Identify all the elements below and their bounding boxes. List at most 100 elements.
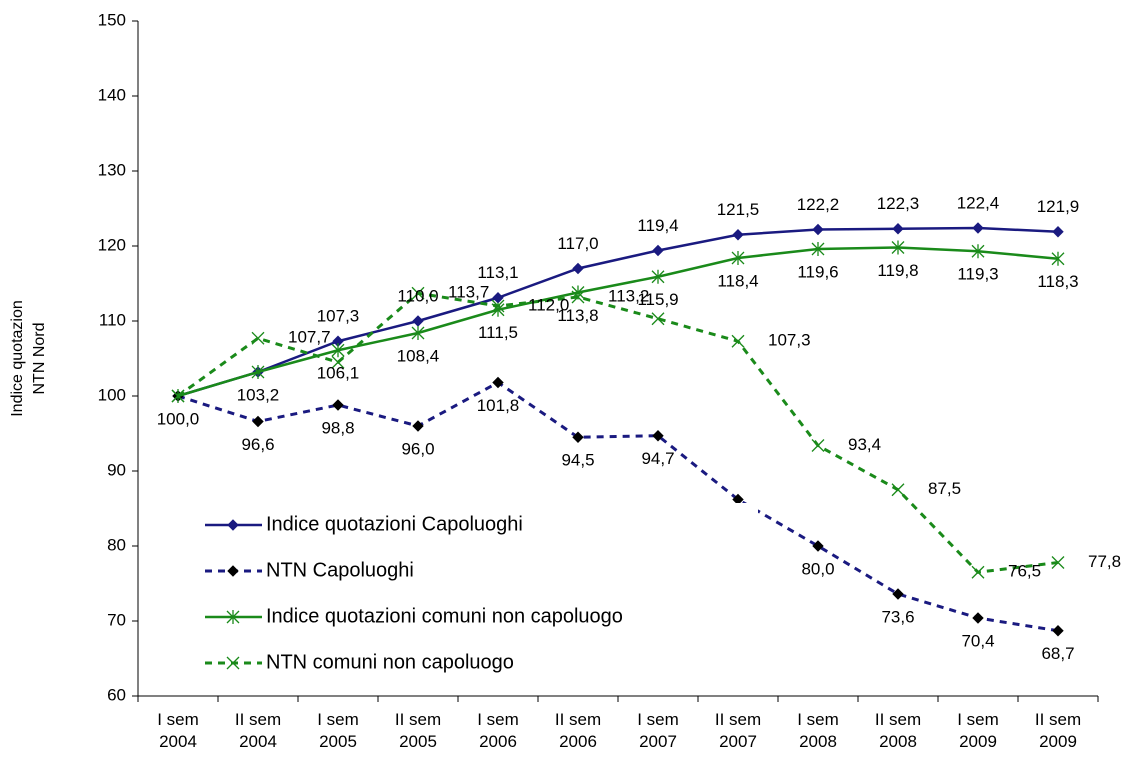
x-tick-line: II sem [715,710,761,729]
point [331,343,345,358]
point [252,415,264,428]
data-label: 115,9 [637,290,678,309]
data-label: 113,8 [557,306,598,325]
point [572,262,584,275]
point [651,269,665,284]
legend-marker [226,656,240,670]
data-label: 107,7 [288,328,331,347]
point [571,290,585,304]
x-tick-line: II sem [875,710,921,729]
data-label: 121,9 [1037,197,1080,216]
y-tick-label: 150 [98,10,126,29]
point [331,355,345,369]
x-tick-label: I sem 2007 [637,710,679,751]
x-tick-line: 2006 [559,732,597,751]
legend: Indice quotazioni Capoluoghi NTN Capoluog… [198,503,758,683]
data-label: 80,0 [801,559,834,578]
x-tick-line: II sem [555,710,601,729]
point [1052,226,1064,238]
data-label: 110,0 [397,286,438,305]
point [171,389,185,403]
data-label: 77,8 [1088,552,1121,571]
y-tick-label: 60 [107,685,126,704]
data-label: 118,4 [717,271,758,290]
data-label: 103,2 [237,385,280,404]
x-tick-line: 2004 [239,732,277,751]
data-label: 113,1 [477,263,518,282]
data-label: 87,5 [928,479,961,498]
data-label: 68,7 [1041,644,1074,663]
point [491,299,505,313]
legend-label: Indice quotazioni comuni non capoluogo [266,605,623,627]
y-axis-label: Indice quotazion NTN Nord [9,300,48,417]
y-tick-label: 110 [99,310,126,329]
x-tick-line: II sem [235,710,281,729]
point [332,399,344,411]
point [891,483,905,497]
point [411,286,425,300]
point [1051,556,1065,569]
point [812,223,824,236]
x-tick-line: II sem [395,710,441,729]
point [652,430,664,442]
data-label: 119,3 [957,265,998,284]
point [892,223,904,235]
data-label: 121,5 [717,200,760,219]
data-label: 119,4 [637,216,678,235]
point [251,331,265,345]
point [812,540,824,552]
y-axis-label-line: NTN Nord [31,322,48,394]
x-tick-line: 2006 [479,732,517,751]
x-tick-line: 2007 [719,732,757,751]
x-tick-line: 2007 [639,732,677,751]
data-label: 106,1 [317,364,360,383]
point [892,588,904,600]
x-tick-label: II sem 2004 [235,710,281,751]
data-label: 70,4 [961,631,994,650]
x-tick-line: 2008 [799,732,837,751]
x-tick-label: I sem 2005 [317,710,359,751]
data-label: 94,5 [561,451,594,470]
data-label: 111,5 [478,323,518,342]
x-tick-line: 2005 [399,732,437,751]
y-tick-label: 70 [107,610,126,629]
data-label: 93,4 [848,435,881,454]
data-label: 107,3 [317,307,360,326]
point [411,326,425,340]
data-label: 122,4 [957,193,1000,212]
legend-marker [226,610,240,624]
x-tick-label: II sem 2008 [875,710,921,751]
data-label: 94,7 [641,449,674,468]
data-label: 76,5 [1008,562,1041,581]
point [652,244,664,257]
y-axis-label-line: Indice quotazion [9,300,26,417]
data-label: 113,7 [448,283,489,302]
point [972,612,984,624]
legend-marker [227,519,239,531]
point [1051,251,1065,266]
data-label: 122,2 [797,195,840,214]
data-label: 119,6 [797,262,838,281]
x-tick-label: II sem 2006 [555,710,601,751]
data-label: 108,4 [397,346,440,365]
point [731,251,745,265]
y-tick-label: 100 [98,385,126,404]
data-label: 73,6 [881,607,914,626]
x-tick-line: II sem [1035,710,1081,729]
data-label: 100,0 [157,409,200,428]
point [572,431,584,443]
y-tick-label: 80 [107,535,126,554]
x-tick-line: 2008 [879,732,917,751]
point [412,420,424,432]
data-label: 118,3 [1037,272,1078,291]
x-tick-line: I sem [317,710,359,729]
x-tick-line: 2009 [959,732,997,751]
point [492,292,504,304]
x-tick-line: I sem [157,710,199,729]
y-tick-label: 120 [98,235,126,254]
point [492,376,504,389]
legend-marker [227,565,239,577]
point [972,222,984,234]
x-tick-label: I sem 2004 [157,710,199,751]
data-label: 98,8 [321,418,354,437]
